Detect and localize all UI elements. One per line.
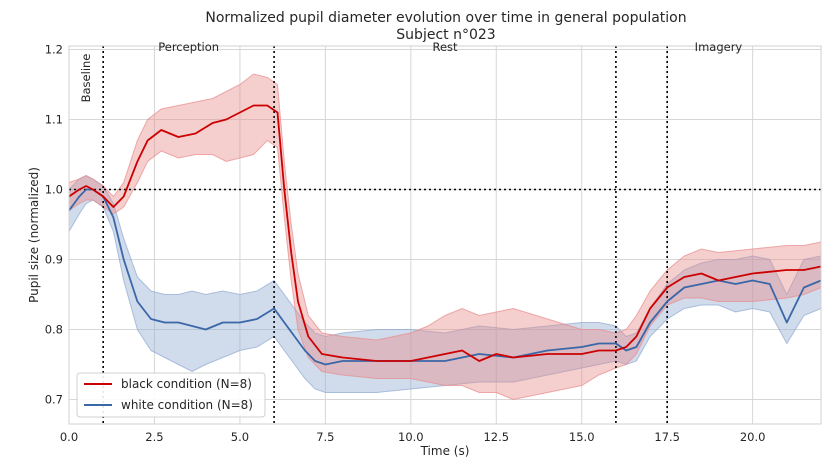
series-lines <box>68 104 822 366</box>
line-series-0 <box>68 104 822 362</box>
y-axis-label: Pupil size (normalized) <box>27 167 41 303</box>
x-tick-label: 5.0 <box>231 430 249 444</box>
plot-frame <box>68 45 822 425</box>
y-tick-label: 0.7 <box>45 393 63 407</box>
x-tick-label: 2.5 <box>145 430 163 444</box>
line-series-1 <box>68 188 822 366</box>
x-tick-label: 20.0 <box>740 430 766 444</box>
y-tick-labels: 0.7 0.8 0.9 1.0 1.1 1.2 <box>45 43 63 407</box>
x-tick-label: 17.5 <box>654 430 680 444</box>
x-tick-label: 10.0 <box>398 430 424 444</box>
y-tick-label: 1.1 <box>45 113 63 127</box>
legend-label-white: white condition (N=8) <box>121 398 253 412</box>
chart-title: Normalized pupil diameter evolution over… <box>205 10 686 26</box>
legend-label-black: black condition (N=8) <box>121 377 252 391</box>
reference-lines <box>69 46 821 424</box>
x-tick-label: 7.5 <box>316 430 334 444</box>
y-tick-label: 0.9 <box>45 253 63 267</box>
y-tick-label: 1.2 <box>45 43 63 57</box>
phase-label: Baseline <box>79 54 93 103</box>
x-tick-label: 12.5 <box>483 430 509 444</box>
phase-labels: Baseline Perception Rest Imagery <box>79 40 742 102</box>
phase-label: Rest <box>432 40 458 54</box>
legend: black condition (N=8) white condition (N… <box>76 372 266 418</box>
legend-box <box>76 372 266 418</box>
x-tick-label: 0.0 <box>60 430 78 444</box>
x-tick-label: 15.0 <box>569 430 595 444</box>
chart-subtitle: Subject n°023 <box>396 27 495 43</box>
phase-label: Perception <box>158 40 219 54</box>
y-tick-label: 1.0 <box>45 183 63 197</box>
plot-area <box>68 45 822 425</box>
y-tick-label: 0.8 <box>45 323 63 337</box>
x-tick-labels: 0.0 2.5 5.0 7.5 10.0 12.5 15.0 17.5 20.0 <box>60 430 766 444</box>
phase-label: Imagery <box>695 40 743 54</box>
x-axis-label: Time (s) <box>420 444 470 458</box>
